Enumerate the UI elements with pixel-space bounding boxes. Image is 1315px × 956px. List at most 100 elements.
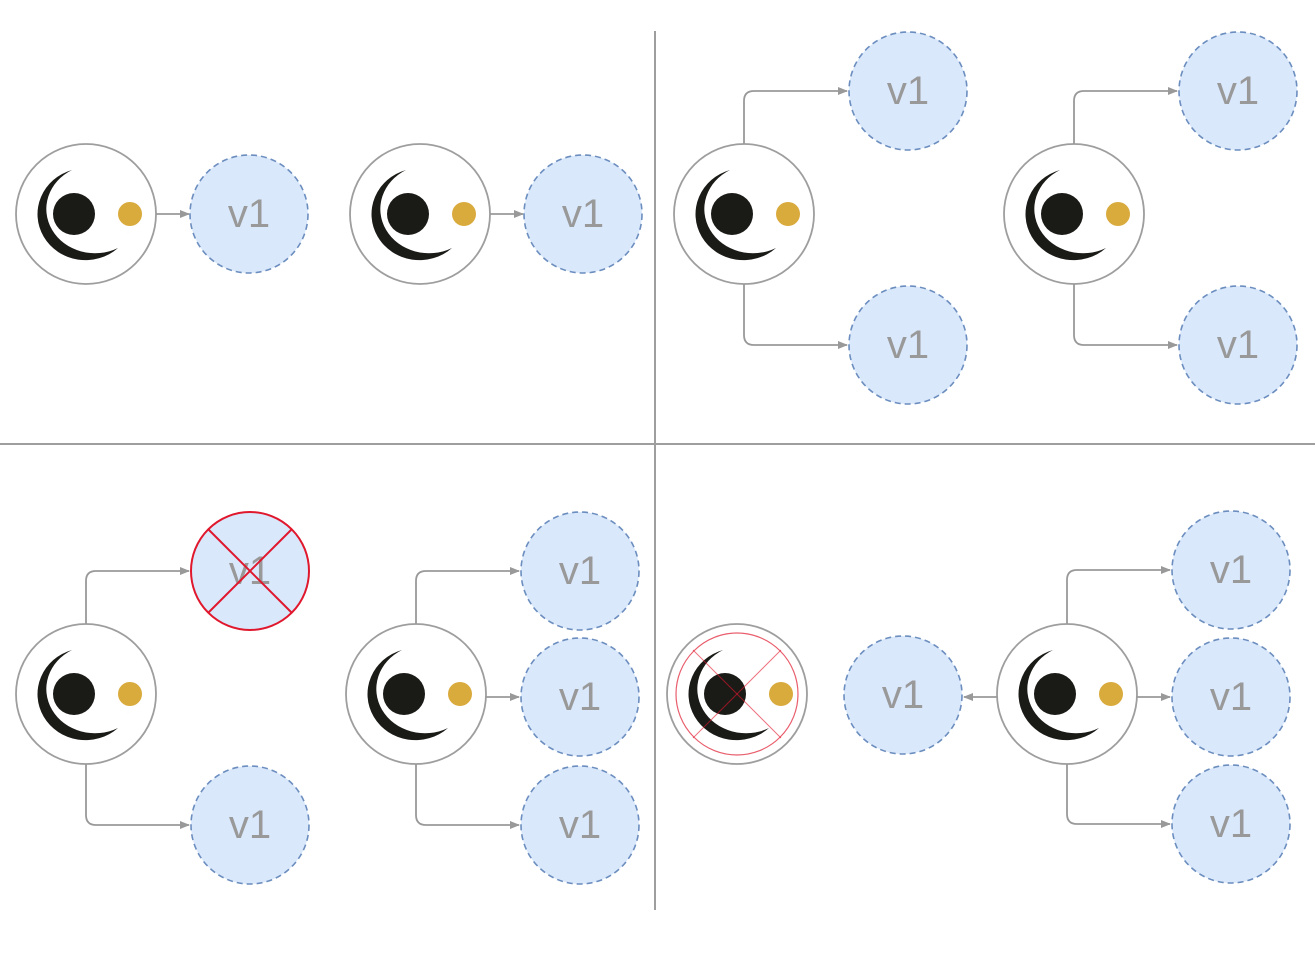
node-group: v1 v1 v1 v1 <box>843 510 1291 884</box>
crescent-shape <box>37 650 118 741</box>
edge-arrow <box>1066 566 1171 624</box>
gold-dot <box>118 682 142 706</box>
crescent-shape <box>367 650 448 741</box>
node-logo <box>673 143 815 285</box>
crescent-shape <box>371 170 452 261</box>
pod-label: v1 <box>1210 675 1252 719</box>
pupil-dot <box>53 193 95 235</box>
removed-cross-icon <box>207 528 293 614</box>
pod-circle <box>189 154 309 274</box>
edge-arrow <box>1066 764 1171 828</box>
crescent-shape <box>37 170 118 261</box>
gold-dot <box>452 202 476 226</box>
node-logo-icon <box>345 623 487 765</box>
node-logo <box>666 623 808 765</box>
pod-circle <box>190 765 310 885</box>
pod-circle <box>848 31 968 151</box>
pod: v1 <box>1178 285 1298 405</box>
pod-circle <box>520 637 640 757</box>
pod: v1 <box>520 765 640 885</box>
edge-arrow <box>743 284 848 349</box>
edge-arrow <box>415 567 520 624</box>
pod-label: v1 <box>559 675 601 719</box>
node-logo-icon <box>1003 143 1145 285</box>
crescent-shape <box>688 650 769 741</box>
node-logo-icon <box>349 143 491 285</box>
pod-circle <box>520 765 640 885</box>
pupil-dot <box>711 193 753 235</box>
pod: v1 <box>523 154 643 274</box>
node-group: v1 v1 <box>673 31 968 405</box>
gold-dot <box>776 202 800 226</box>
pod-removed: v1 <box>190 511 310 631</box>
pod-label: v1 <box>1217 69 1259 113</box>
node-group: v1 <box>349 143 643 285</box>
panel-top-right: v1 v1 v1 v1 <box>673 31 1298 405</box>
node-logo <box>996 623 1138 765</box>
pod-label: v1 <box>559 549 601 593</box>
edge-arrow <box>1073 284 1178 349</box>
removed-ring <box>675 632 799 756</box>
gold-dot <box>118 202 142 226</box>
pupil-dot <box>383 673 425 715</box>
pod: v1 <box>1171 637 1291 757</box>
edge-arrow <box>85 764 190 829</box>
node-logo-icon <box>996 623 1138 765</box>
node-logo <box>15 143 157 285</box>
edge-arrow <box>1073 87 1178 144</box>
edge-arrow <box>85 567 190 624</box>
pod: v1 <box>848 285 968 405</box>
edge-arrow <box>743 87 848 144</box>
crescent-shape <box>1025 170 1106 261</box>
pod-circle <box>843 635 963 755</box>
crescent-shape <box>1018 650 1099 741</box>
crescent-shape <box>695 170 776 261</box>
pod-circle <box>1178 31 1298 151</box>
pupil-dot <box>387 193 429 235</box>
pod-circle <box>1171 637 1291 757</box>
pod: v1 <box>1178 31 1298 151</box>
pod-label: v1 <box>229 803 271 847</box>
node-logo-icon <box>15 143 157 285</box>
pod-label: v1 <box>1210 802 1252 846</box>
panel-top-left: v1 v1 <box>15 143 643 285</box>
panel-bottom-left: v1 v1 v1 v1 v1 <box>15 511 640 885</box>
node-logo <box>349 143 491 285</box>
pupil-dot <box>1034 673 1076 715</box>
pod: v1 <box>843 635 963 755</box>
pod: v1 <box>189 154 309 274</box>
pod-circle <box>523 154 643 274</box>
pod-circle <box>1178 285 1298 405</box>
node-group: v1 v1 v1 <box>345 511 640 885</box>
pod-label: v1 <box>562 192 604 236</box>
pupil-dot <box>704 673 746 715</box>
pod: v1 <box>190 765 310 885</box>
pupil-dot <box>53 673 95 715</box>
node-group: v1 v1 <box>15 511 310 885</box>
gold-dot <box>769 682 793 706</box>
pod: v1 <box>520 511 640 631</box>
pod-label: v1 <box>1217 323 1259 367</box>
pod-label: v1 <box>228 192 270 236</box>
pupil-dot <box>1041 193 1083 235</box>
node-logo <box>345 623 487 765</box>
pod-circle <box>848 285 968 405</box>
pod: v1 <box>1171 764 1291 884</box>
pod-label: v1 <box>1210 548 1252 592</box>
pod-label: v1 <box>559 803 601 847</box>
panel-bottom-right: v1 v1 v1 v1 <box>666 510 1291 884</box>
pod-label: v1 <box>887 323 929 367</box>
pod: v1 <box>848 31 968 151</box>
node-logo <box>1003 143 1145 285</box>
node-group-removed <box>666 623 808 765</box>
node-group: v1 v1 <box>1003 31 1298 405</box>
gold-dot <box>1106 202 1130 226</box>
pod: v1 <box>1171 510 1291 630</box>
gold-dot <box>1099 682 1123 706</box>
pod: v1 <box>520 637 640 757</box>
pod-circle <box>1171 764 1291 884</box>
pod-label: v1 <box>887 69 929 113</box>
node-logo <box>15 623 157 765</box>
pod-label: v1 <box>882 673 924 717</box>
